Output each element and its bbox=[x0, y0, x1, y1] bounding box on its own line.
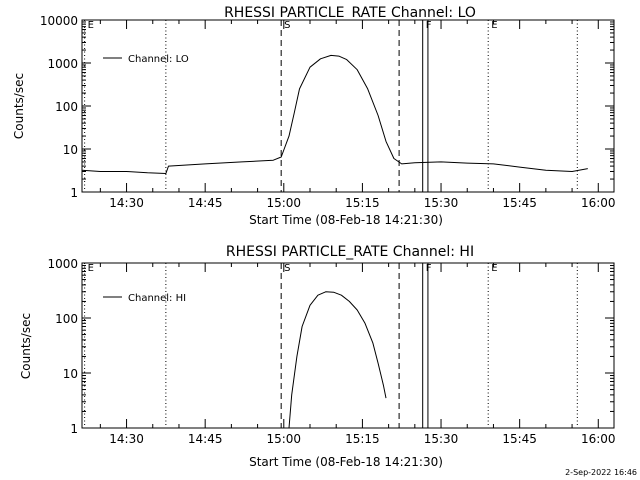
event-marker-label: F bbox=[426, 263, 432, 274]
chart-title: RHESSI PARTICLE_RATE Channel: LO bbox=[224, 5, 476, 21]
x-tick-label: 14:30 bbox=[109, 432, 144, 446]
x-tick-label: 14:30 bbox=[109, 196, 144, 210]
date-stamp: 2-Sep-2022 16:46 bbox=[565, 468, 637, 477]
y-axis-label: Counts/sec bbox=[19, 313, 33, 379]
chart-panel-lo: RHESSI PARTICLE_RATE Channel: LO Counts/… bbox=[12, 5, 616, 227]
event-marker-label: E bbox=[491, 263, 497, 274]
plot-frame bbox=[81, 262, 615, 429]
x-tick-label: 16:00 bbox=[581, 196, 616, 210]
legend-label: Channel: HI bbox=[128, 293, 186, 304]
x-tick-label: 15:30 bbox=[424, 196, 459, 210]
y-tick-label: 10000 bbox=[40, 14, 78, 28]
y-tick-label: 1000 bbox=[47, 257, 78, 271]
y-tick-label: 1 bbox=[70, 422, 78, 436]
x-axis-label: Start Time (08-Feb-18 14:21:30) bbox=[249, 213, 443, 227]
plot-frame bbox=[81, 19, 615, 193]
x-tick-label: 15:15 bbox=[345, 432, 380, 446]
x-tick-label: 15:45 bbox=[502, 196, 537, 210]
series-line bbox=[81, 54, 588, 174]
y-tick-label: 100 bbox=[55, 100, 78, 114]
y-tick-label: 1000 bbox=[47, 57, 78, 71]
chart-title: RHESSI PARTICLE_RATE Channel: HI bbox=[226, 244, 474, 260]
x-tick-label: 14:45 bbox=[188, 196, 223, 210]
event-marker-label: S bbox=[284, 263, 290, 274]
y-tick-label: 10 bbox=[63, 367, 78, 381]
chart-panel-hi: RHESSI PARTICLE_RATE Channel: HI Counts/… bbox=[19, 244, 616, 469]
event-marker-label: E bbox=[88, 263, 94, 274]
x-tick-label: 15:00 bbox=[266, 196, 301, 210]
y-tick-label: 1 bbox=[70, 186, 78, 200]
event-marker-label: F bbox=[426, 20, 432, 31]
y-tick-label: 10 bbox=[63, 143, 78, 157]
event-marker-label: E bbox=[88, 20, 94, 31]
legend-label: Channel: LO bbox=[128, 54, 189, 65]
series-line bbox=[288, 291, 387, 429]
x-axis-label: Start Time (08-Feb-18 14:21:30) bbox=[249, 455, 443, 469]
event-marker-label: S bbox=[284, 20, 290, 31]
x-tick-label: 16:00 bbox=[581, 432, 616, 446]
y-tick-label: 100 bbox=[55, 312, 78, 326]
x-tick-label: 15:30 bbox=[424, 432, 459, 446]
x-tick-label: 14:45 bbox=[188, 432, 223, 446]
y-axis-label: Counts/sec bbox=[12, 73, 26, 139]
x-tick-label: 15:00 bbox=[266, 432, 301, 446]
event-marker-label: E bbox=[491, 20, 497, 31]
x-tick-label: 15:45 bbox=[502, 432, 537, 446]
x-tick-label: 15:15 bbox=[345, 196, 380, 210]
